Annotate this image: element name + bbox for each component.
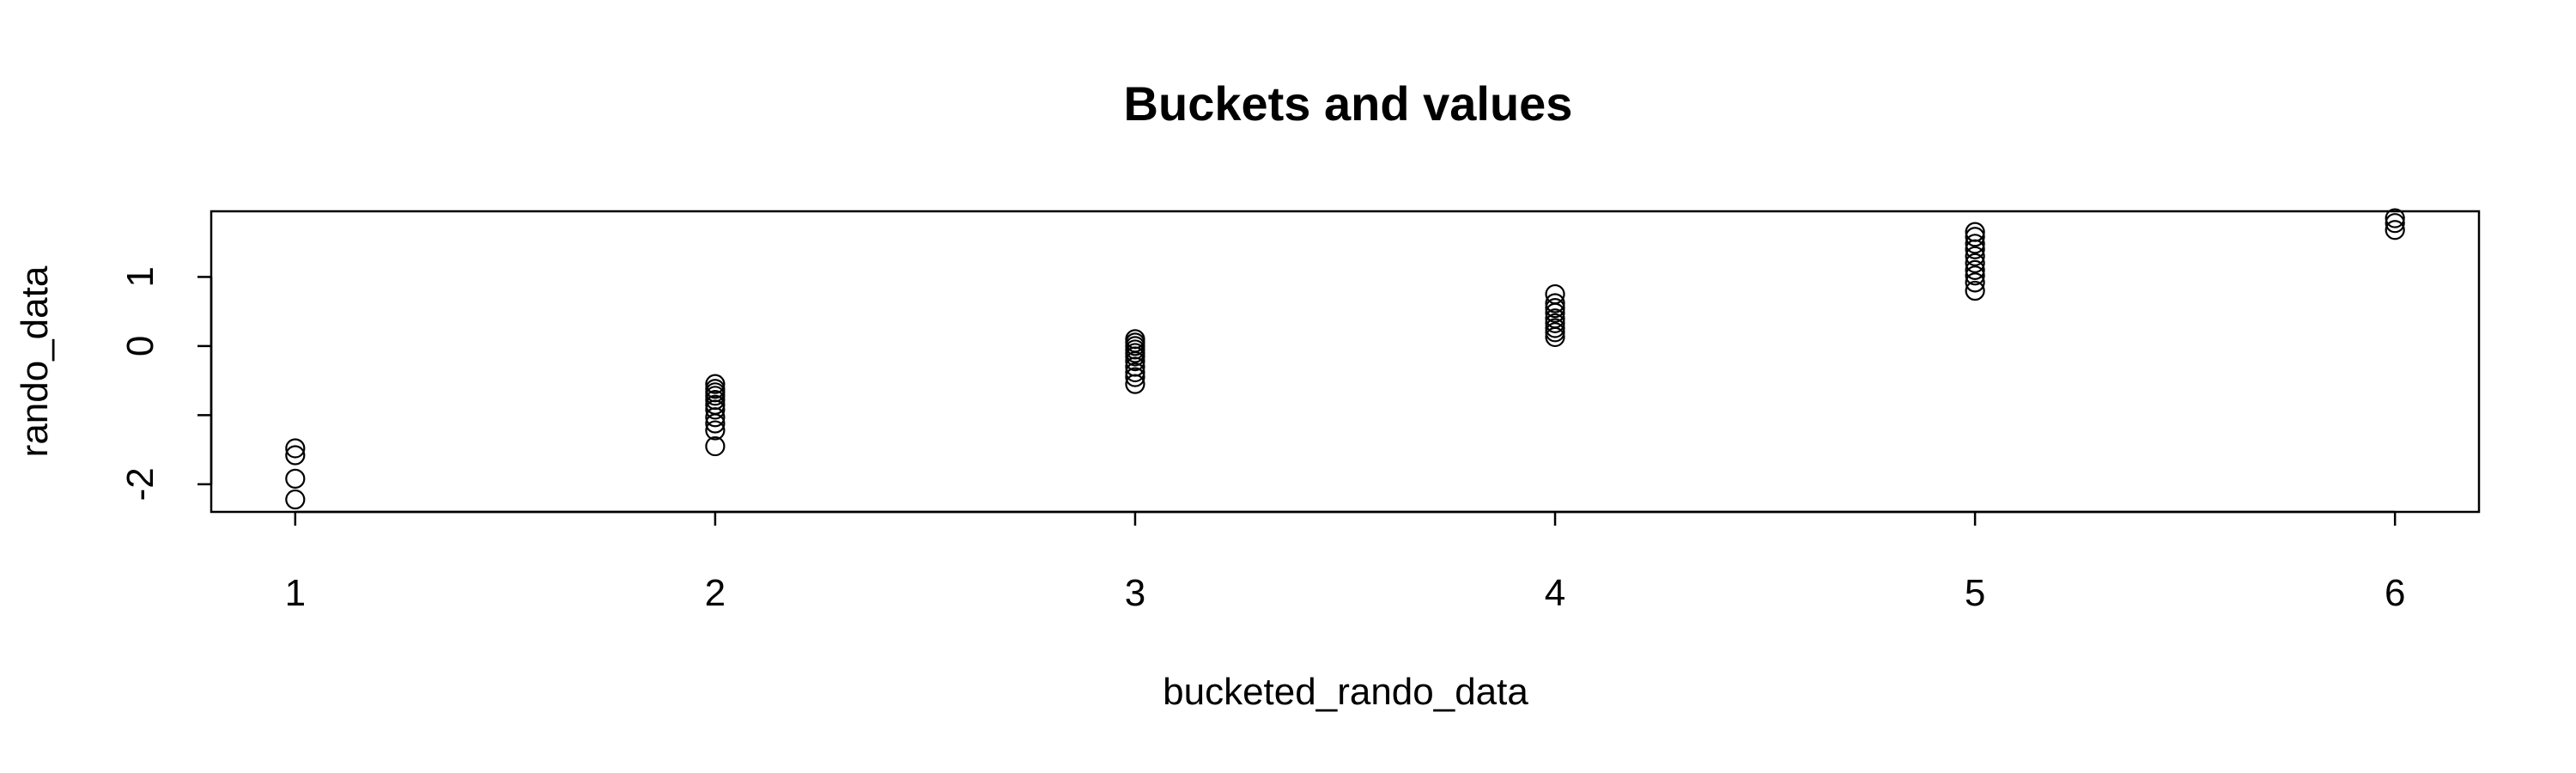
- data-points: [285, 208, 2405, 510]
- data-point: [1965, 239, 1985, 259]
- data-point: [1965, 253, 1985, 273]
- y-tick-label: 0: [119, 336, 161, 356]
- data-point: [1125, 350, 1145, 372]
- y-axis: -2 0 1: [119, 266, 213, 501]
- y-tick-label: -2: [119, 467, 161, 501]
- data-point: [1965, 227, 1985, 247]
- data-point: [705, 435, 726, 457]
- data-point: [1545, 293, 1565, 313]
- y-axis-label: rando_data: [14, 265, 56, 457]
- chart-title: Buckets and values: [1124, 76, 1573, 131]
- data-point: [1125, 367, 1145, 387]
- data-point: [2385, 208, 2405, 228]
- data-point: [2385, 220, 2405, 240]
- data-point: [285, 468, 306, 489]
- data-point: [1125, 374, 1145, 394]
- x-tick-label: 5: [1965, 572, 1985, 614]
- x-axis: 1 2 3 4 5 6: [285, 510, 2405, 614]
- x-tick-label: 6: [2385, 572, 2405, 614]
- x-tick-label: 1: [285, 572, 306, 614]
- x-tick-label: 2: [705, 572, 726, 614]
- data-point: [705, 399, 726, 420]
- data-point: [1545, 298, 1565, 319]
- data-point: [705, 374, 726, 394]
- data-point: [705, 407, 726, 428]
- data-point: [285, 445, 306, 466]
- data-point: [1965, 246, 1985, 266]
- data-point: [1545, 313, 1565, 333]
- data-point: [285, 438, 306, 459]
- data-point: [1965, 280, 1985, 301]
- data-point: [705, 413, 726, 434]
- data-point: [1125, 346, 1145, 367]
- data-point: [1965, 272, 1985, 293]
- data-point: [1545, 326, 1565, 348]
- data-point: [1965, 265, 1985, 286]
- data-point: [1965, 259, 1985, 280]
- x-tick-label: 3: [1125, 572, 1145, 614]
- data-point: [1125, 362, 1145, 383]
- x-axis-label: bucketed_rando_data: [1163, 671, 1528, 713]
- data-point: [1965, 234, 1985, 254]
- data-point: [705, 420, 726, 441]
- data-point: [1545, 302, 1565, 323]
- data-point: [1545, 322, 1565, 343]
- data-point: [2385, 213, 2405, 234]
- data-point: [285, 489, 306, 510]
- y-tick-label: 1: [119, 266, 161, 287]
- x-tick-label: 4: [1545, 572, 1565, 614]
